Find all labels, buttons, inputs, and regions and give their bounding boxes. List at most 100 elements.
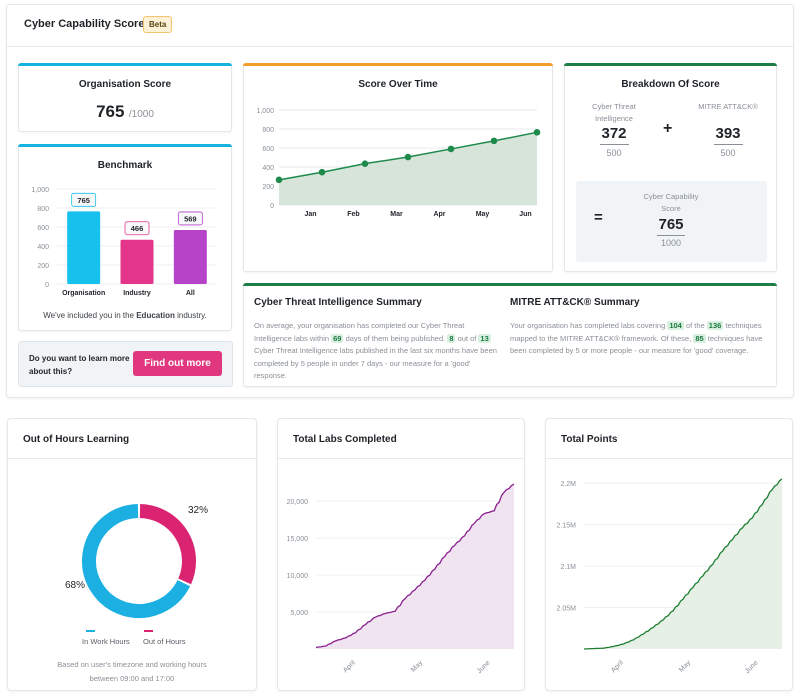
bar-organisation xyxy=(67,211,101,284)
note-line-2: between 09:00 and 17:00 xyxy=(89,674,175,683)
y-tick-label: 0 xyxy=(45,282,49,289)
card-accent-bar xyxy=(18,144,232,147)
data-point xyxy=(275,176,283,184)
legend-label: Out of Hours xyxy=(143,637,186,646)
legend-swatch xyxy=(86,630,95,632)
donut-slice-in-work-hours xyxy=(82,504,191,618)
total-labs-chart: 5,000 10,000 15,000 20,000 April May June xyxy=(287,483,515,675)
cti-days-value: 69 xyxy=(331,333,344,343)
equals-sign: = xyxy=(594,209,603,226)
total-score-value: 765 xyxy=(658,216,684,233)
benchmark-note-prefix: We've included you in the xyxy=(43,311,137,320)
area-fill xyxy=(584,479,782,649)
benchmark-note: We've included you in the Education indu… xyxy=(19,311,231,320)
y-tick-label: 5,000 xyxy=(290,610,308,617)
fraction-divider xyxy=(714,144,743,145)
data-label-box xyxy=(71,192,97,207)
x-tick-label: All xyxy=(186,290,195,297)
area-fill xyxy=(316,484,514,649)
mitre-summary-title: MITRE ATT&CK® Summary xyxy=(510,297,640,308)
x-tick-label: Apr xyxy=(433,211,445,218)
y-tick-label: 200 xyxy=(37,263,49,270)
total-points-chart: 2.05M 2.1M 2.15M 2.2M April May June xyxy=(557,478,783,675)
data-label: 569 xyxy=(184,214,197,223)
y-tick-label: 20,000 xyxy=(287,499,309,506)
y-tick-label: 1,000 xyxy=(31,187,49,194)
plus-sign: + xyxy=(663,120,673,137)
learn-more-text: Do you want to learn more about this? xyxy=(29,354,130,376)
card-accent-bar xyxy=(564,63,777,66)
y-tick-label: 15,000 xyxy=(287,536,309,543)
y-tick-label: 400 xyxy=(37,244,49,251)
out-of-hours-note: Based on user's timezone and working hou… xyxy=(8,658,256,686)
y-tick-label: 0 xyxy=(270,203,274,210)
mitre-score-label: MITRE ATT&CK® xyxy=(698,102,758,111)
cti-published-value: 13 xyxy=(478,333,491,343)
benchmark-note-suffix: industry. xyxy=(174,311,207,320)
cti-completed-value: 8 xyxy=(447,333,456,343)
data-point xyxy=(361,160,369,167)
y-tick-label: 2.15M xyxy=(557,523,577,530)
data-label: 765 xyxy=(77,196,90,205)
slice-label: 32% xyxy=(188,505,208,516)
learn-more-box: Do you want to learn more about this? Fi… xyxy=(18,341,233,387)
out-of-hours-title: Out of Hours Learning xyxy=(23,434,130,445)
mitre-summary-part: techniques mapped to the MITRE ATT&CK® f… xyxy=(510,321,762,343)
x-tick-label: Jan xyxy=(304,211,316,218)
benchmark-industry: Education xyxy=(136,311,175,320)
x-tick-label: April xyxy=(342,659,357,674)
mitre-summary-part: techniques have been completed by 5 or m… xyxy=(510,333,763,356)
y-tick-label: 600 xyxy=(37,225,49,232)
card-header: Total Labs Completed xyxy=(278,419,524,459)
cti-score-max: 500 xyxy=(606,148,622,158)
panel-header: Cyber Capability Score Beta xyxy=(7,5,793,47)
out-of-hours-chart: 32% 68% In Work Hours Out of Hours xyxy=(65,504,208,646)
fraction-divider xyxy=(657,235,685,236)
card-accent-bar xyxy=(18,63,232,66)
bar-all xyxy=(173,229,207,284)
y-tick-label: 400 xyxy=(262,165,274,172)
area-fill xyxy=(279,132,537,205)
benchmark-title: Benchmark xyxy=(97,160,153,171)
total-points-card: Total Points 2.05M 2.1M 2.15M 2.2M April May J… xyxy=(545,418,793,691)
y-tick-label: 200 xyxy=(262,184,274,191)
x-tick-label: May xyxy=(678,659,693,674)
total-score-box: = Cyber Capability Score 765 1000 xyxy=(576,181,767,262)
organisation-score-max: /1000 xyxy=(128,109,154,120)
legend-label: In Work Hours xyxy=(82,637,130,646)
mitre-good-value: 85 xyxy=(693,333,706,343)
page-title: Cyber Capability Score xyxy=(24,18,145,30)
total-labs-card: Total Labs Completed 5,000 10,000 15,000 20… xyxy=(277,418,525,691)
score-over-time-chart: 0 200 400 600 800 1,000 Jan Feb Mar Apr May Jun xyxy=(256,108,541,218)
mitre-score-value: 393 xyxy=(715,125,741,142)
data-label: 466 xyxy=(131,224,144,233)
x-tick-label: May xyxy=(410,659,425,674)
summaries-card: Cyber Threat Intelligence Summary On ave… xyxy=(243,283,777,387)
x-tick-label: May xyxy=(476,211,490,218)
total-points-title: Total Points xyxy=(561,434,618,445)
find-out-more-button[interactable]: Find out more xyxy=(133,351,222,376)
organisation-score-display: 765 /1000 xyxy=(19,102,231,122)
data-label-box xyxy=(177,211,203,226)
y-tick-label: 800 xyxy=(37,206,49,213)
x-tick-label: Industry xyxy=(123,290,151,297)
card-accent-bar xyxy=(243,283,777,286)
legend-swatch xyxy=(144,630,153,632)
card-header: Out of Hours Learning xyxy=(8,419,256,459)
beta-badge: Beta xyxy=(143,16,173,33)
total-score-label: Cyber Capability Score xyxy=(643,192,699,213)
benchmark-chart: 0 200 400 600 800 1,000 765 Organisation 466 Indu… xyxy=(31,187,217,297)
breakdown-card: Breakdown Of Score Cyber Threat Intellig… xyxy=(564,63,777,272)
y-tick-label: 1,000 xyxy=(256,108,274,115)
score-over-time-card: Score Over Time 0 200 400 600 800 1,000 Jan Feb… xyxy=(243,63,553,272)
data-point xyxy=(404,153,412,161)
x-tick-label: Mar xyxy=(390,211,403,218)
x-tick-label: Jun xyxy=(519,211,531,218)
data-point xyxy=(533,129,541,136)
bar-industry xyxy=(120,239,154,284)
cti-summary-part: On average, your organisation has comple… xyxy=(254,321,465,343)
fraction-divider xyxy=(600,144,629,145)
mitre-covered-value: 104 xyxy=(667,321,684,330)
x-tick-label: June xyxy=(744,659,760,675)
y-tick-label: 2.2M xyxy=(560,481,576,488)
